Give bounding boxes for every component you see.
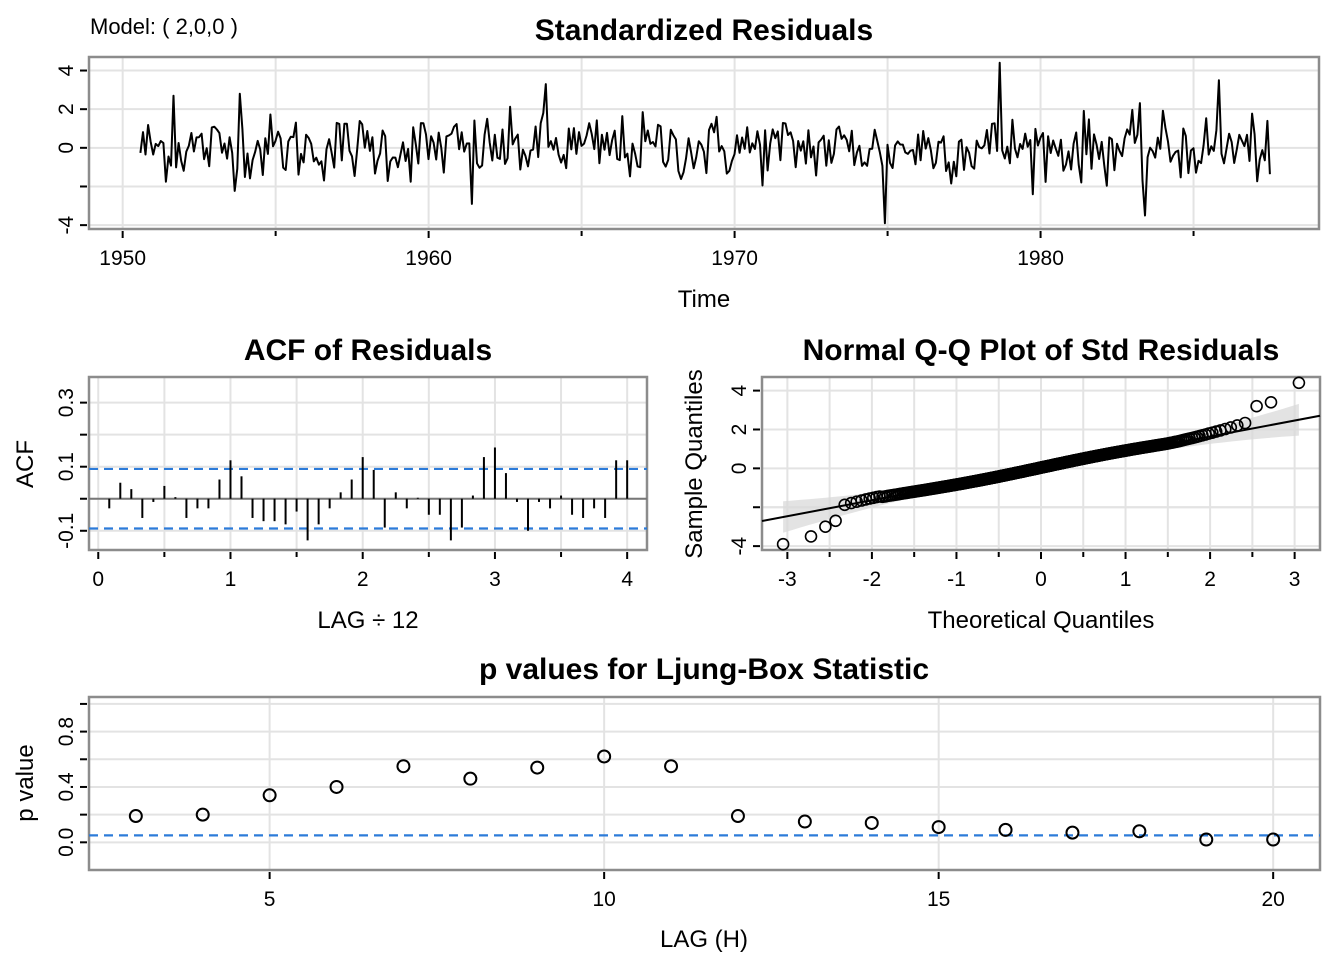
model-label: Model: ( 2,0,0 ) [90,14,238,39]
x-tick-label: 1 [1120,568,1132,591]
plot-frame [87,695,1322,872]
plot-background [89,697,1320,870]
qq-reference-line [761,414,1321,522]
p-value-point [998,822,1013,837]
x-tick-label: 0 [1035,568,1047,591]
x-tick-label: 15 [927,888,950,911]
x-tick-label: 1950 [99,247,146,270]
y-tick-label: 0.8 [55,717,78,746]
y-tick-label: 2 [728,424,751,436]
p-value-point [329,779,344,794]
y-tick-label: 0 [728,463,751,475]
x-tick-label: 1 [225,568,237,591]
ljung-box-ylabel: p value [12,744,39,821]
p-value-point [1132,824,1147,839]
x-tick-label: -3 [778,568,797,591]
plot-frame [87,55,1321,231]
x-tick-label: 10 [592,888,615,911]
ljung-box-plot: 5 10 15 20 0.0 0.4 0.8 [55,695,1322,911]
p-value-point [396,759,411,774]
qq-point [829,514,842,528]
qq-point [1264,395,1278,409]
std-residuals-plot: 1950 1960 1970 1980 -4 0 2 4 [55,55,1321,270]
p-value-point [931,820,946,835]
x-tick-label: 1980 [1017,247,1064,270]
acf-ylabel: ACF [12,440,39,488]
y-tick-label: 0 [55,142,78,154]
p-value-point [530,760,545,775]
y-tick-label: 0.4 [55,772,78,802]
y-tick-label: -0.1 [55,513,78,549]
y-tick-label: 4 [55,64,78,76]
std-residuals-title: Standardized Residuals [535,14,873,47]
ljung-box-xlabel: LAG (H) [660,926,748,953]
acf-title: ACF of Residuals [244,334,492,367]
plot-frame [760,375,1322,552]
p-value-point [864,815,879,830]
y-tick-label: 0.0 [55,828,78,857]
qq-point [819,520,832,534]
residual-series-line [139,61,1271,225]
acf-xlabel: LAG ÷ 12 [317,607,418,634]
p-value-point [1065,825,1080,840]
p-value-point [262,788,277,803]
x-tick-label: 2 [1204,568,1216,591]
ljung-box-title: p values for Ljung-Box Statistic [479,653,929,686]
acf-plot: 0 1 2 3 4 -0.1 0.1 0.3 [55,375,649,591]
y-tick-label: 0.3 [55,388,78,417]
p-value-point [463,771,478,786]
p-value-point [1266,832,1281,847]
y-tick-label: 2 [55,103,78,115]
p-value-point [1199,832,1214,847]
plot-background [89,57,1319,229]
y-tick-label: 4 [728,384,751,396]
y-tick-label: -4 [55,215,78,234]
qq-ylabel: Sample Quantiles [681,369,708,558]
x-tick-label: 1960 [405,247,452,270]
std-residuals-xlabel: Time [678,286,730,313]
p-value-point [195,807,210,822]
qq-point [1250,399,1263,413]
x-tick-label: 0 [92,568,104,591]
plot-background [89,377,647,550]
qq-xlabel: Theoretical Quantiles [928,607,1155,634]
x-tick-label: 3 [489,568,501,591]
p-value-point [664,759,679,774]
p-value-point [797,814,812,829]
x-tick-label: -2 [863,568,882,591]
qq-point [1292,376,1306,390]
plot-frame [87,375,649,552]
y-tick-label: -4 [728,536,751,555]
qq-point [1238,416,1252,430]
qq-title: Normal Q-Q Plot of Std Residuals [803,334,1280,367]
x-tick-label: 5 [264,888,276,911]
qq-point [804,530,818,543]
x-tick-label: -1 [947,568,966,591]
p-value-point [128,809,143,824]
qq-plot: -3 -2 -1 0 1 2 3 -4 0 2 4 [728,375,1322,591]
qq-point [776,537,790,551]
x-tick-label: 20 [1261,888,1284,911]
p-value-point [730,809,745,824]
x-tick-label: 3 [1289,568,1301,591]
x-tick-label: 1970 [711,247,758,270]
x-tick-label: 2 [357,568,369,591]
x-tick-label: 4 [621,568,633,591]
y-tick-label: 0.1 [55,452,78,481]
p-value-point [597,749,612,764]
